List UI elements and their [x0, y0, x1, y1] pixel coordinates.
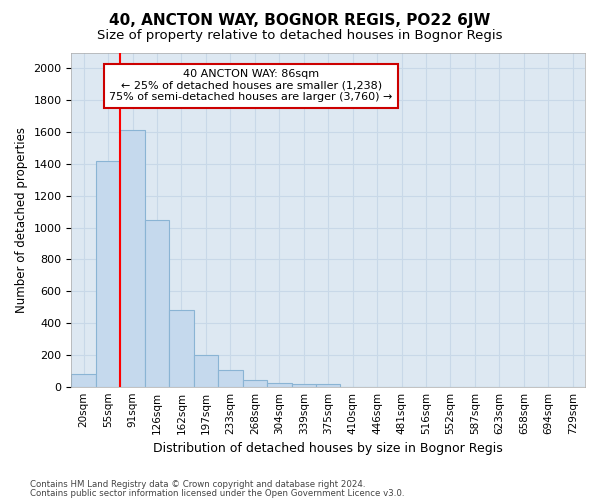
Text: 40, ANCTON WAY, BOGNOR REGIS, PO22 6JW: 40, ANCTON WAY, BOGNOR REGIS, PO22 6JW	[109, 12, 491, 28]
Bar	[194, 355, 218, 386]
X-axis label: Distribution of detached houses by size in Bognor Regis: Distribution of detached houses by size …	[154, 442, 503, 455]
Bar	[267, 384, 292, 386]
Bar	[96, 160, 121, 386]
Bar	[71, 374, 96, 386]
Y-axis label: Number of detached properties: Number of detached properties	[15, 126, 28, 312]
Text: 40 ANCTON WAY: 86sqm
← 25% of detached houses are smaller (1,238)
75% of semi-de: 40 ANCTON WAY: 86sqm ← 25% of detached h…	[109, 69, 393, 102]
Text: Contains public sector information licensed under the Open Government Licence v3: Contains public sector information licen…	[30, 488, 404, 498]
Bar	[242, 380, 267, 386]
Text: Contains HM Land Registry data © Crown copyright and database right 2024.: Contains HM Land Registry data © Crown c…	[30, 480, 365, 489]
Bar	[316, 384, 340, 386]
Text: Size of property relative to detached houses in Bognor Regis: Size of property relative to detached ho…	[97, 29, 503, 42]
Bar	[218, 370, 242, 386]
Bar	[292, 384, 316, 386]
Bar	[145, 220, 169, 386]
Bar	[121, 130, 145, 386]
Bar	[169, 310, 194, 386]
